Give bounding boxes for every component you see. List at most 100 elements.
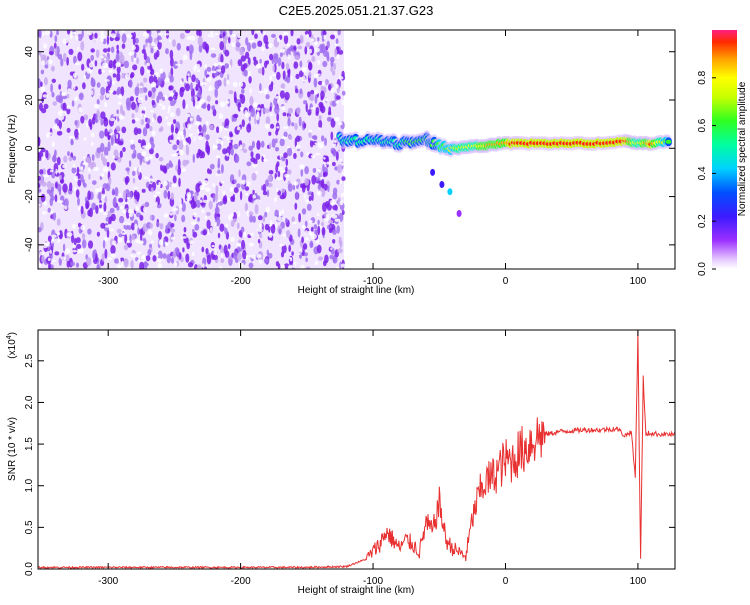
noise-gap	[241, 179, 246, 185]
noise-blob	[312, 167, 317, 173]
noise-gap	[112, 80, 116, 85]
noise-blob	[252, 189, 255, 195]
noise-gap	[252, 163, 258, 168]
noise-gap	[229, 64, 232, 69]
noise-gap	[278, 210, 282, 217]
noise-blob	[274, 146, 280, 152]
noise-blob	[38, 137, 41, 147]
noise-blob	[182, 247, 185, 253]
noise-blob	[330, 34, 335, 40]
noise-blob	[298, 212, 301, 223]
noise-blob	[237, 59, 243, 67]
noise-blob	[38, 188, 42, 193]
signal-core	[665, 139, 672, 144]
noise-gap	[152, 117, 155, 123]
noise-gap	[202, 180, 209, 186]
noise-gap	[102, 62, 109, 69]
noise-blob	[324, 78, 328, 86]
noise-blob	[170, 228, 176, 233]
noise-gap	[227, 198, 231, 202]
noise-gap	[332, 143, 337, 147]
noise-gap	[127, 208, 133, 214]
noise-blob	[324, 254, 329, 264]
noise-gap	[336, 54, 340, 60]
noise-blob	[277, 57, 282, 67]
noise-blob	[232, 193, 236, 203]
noise-gap	[105, 92, 110, 98]
noise-blob	[258, 241, 263, 249]
noise-gap	[120, 30, 126, 33]
noise-blob	[112, 73, 117, 78]
noise-gap	[174, 262, 178, 267]
noise-blob	[327, 185, 330, 193]
noise-gap	[100, 37, 104, 43]
noise-blob	[250, 107, 256, 118]
noise-blob	[299, 60, 303, 68]
noise-blob	[311, 175, 317, 185]
noise-gap	[43, 200, 47, 206]
noise-blob	[263, 34, 269, 45]
noise-blob	[236, 252, 242, 261]
noise-blob	[145, 123, 150, 129]
noise-gap	[80, 248, 84, 254]
noise-gap	[90, 142, 94, 146]
noise-gap	[189, 35, 196, 41]
noise-blob	[324, 137, 327, 146]
noise-gap	[323, 157, 326, 160]
noise-blob	[58, 230, 63, 240]
noise-blob	[274, 105, 280, 115]
noise-gap	[218, 61, 224, 66]
noise-blob	[110, 162, 116, 171]
y-multiplier-exponent: 4	[6, 335, 13, 339]
noise-gap	[316, 190, 322, 196]
noise-blob	[305, 257, 308, 263]
noise-gap	[278, 167, 284, 170]
noise-blob	[307, 109, 312, 116]
noise-gap	[195, 63, 201, 69]
noise-blob	[97, 147, 102, 154]
noise-blob	[313, 77, 318, 88]
noise-blob	[69, 71, 74, 76]
noise-gap	[255, 171, 258, 174]
noise-blob	[196, 30, 200, 36]
noise-blob	[178, 177, 181, 187]
noise-blob	[134, 86, 140, 97]
noise-blob	[239, 190, 243, 201]
x-tick-label: -200	[231, 276, 251, 287]
noise-blob	[250, 151, 254, 158]
noise-blob	[166, 253, 172, 264]
noise-gap	[320, 225, 323, 229]
noise-blob	[326, 116, 332, 122]
noise-blob	[239, 47, 245, 56]
x-tick-label: -100	[363, 276, 383, 287]
noise-blob	[206, 219, 211, 229]
noise-blob	[91, 154, 95, 162]
noise-gap	[142, 32, 148, 37]
noise-blob	[170, 57, 174, 67]
noise-gap	[280, 48, 286, 53]
noise-blob	[222, 122, 225, 127]
noise-gap	[128, 213, 133, 217]
noise-blob	[132, 177, 136, 184]
noise-gap	[214, 221, 217, 227]
noise-blob	[332, 192, 338, 200]
noise-blob	[295, 135, 301, 143]
noise-gap	[214, 249, 218, 256]
noise-blob	[57, 53, 63, 60]
noise-gap	[179, 198, 182, 204]
noise-blob	[149, 136, 154, 145]
noise-blob	[209, 124, 214, 130]
noise-blob	[119, 55, 123, 65]
noise-blob	[185, 253, 190, 263]
noise-blob	[270, 123, 275, 129]
noise-gap	[72, 244, 76, 249]
noise-blob	[157, 80, 161, 87]
noise-blob	[138, 139, 142, 144]
noise-gap	[139, 254, 145, 260]
noise-gap	[38, 204, 41, 206]
noise-blob	[78, 222, 82, 228]
noise-blob	[260, 140, 265, 148]
noise-gap	[167, 105, 171, 112]
noise-gap	[99, 34, 106, 40]
noise-gap	[144, 176, 149, 180]
